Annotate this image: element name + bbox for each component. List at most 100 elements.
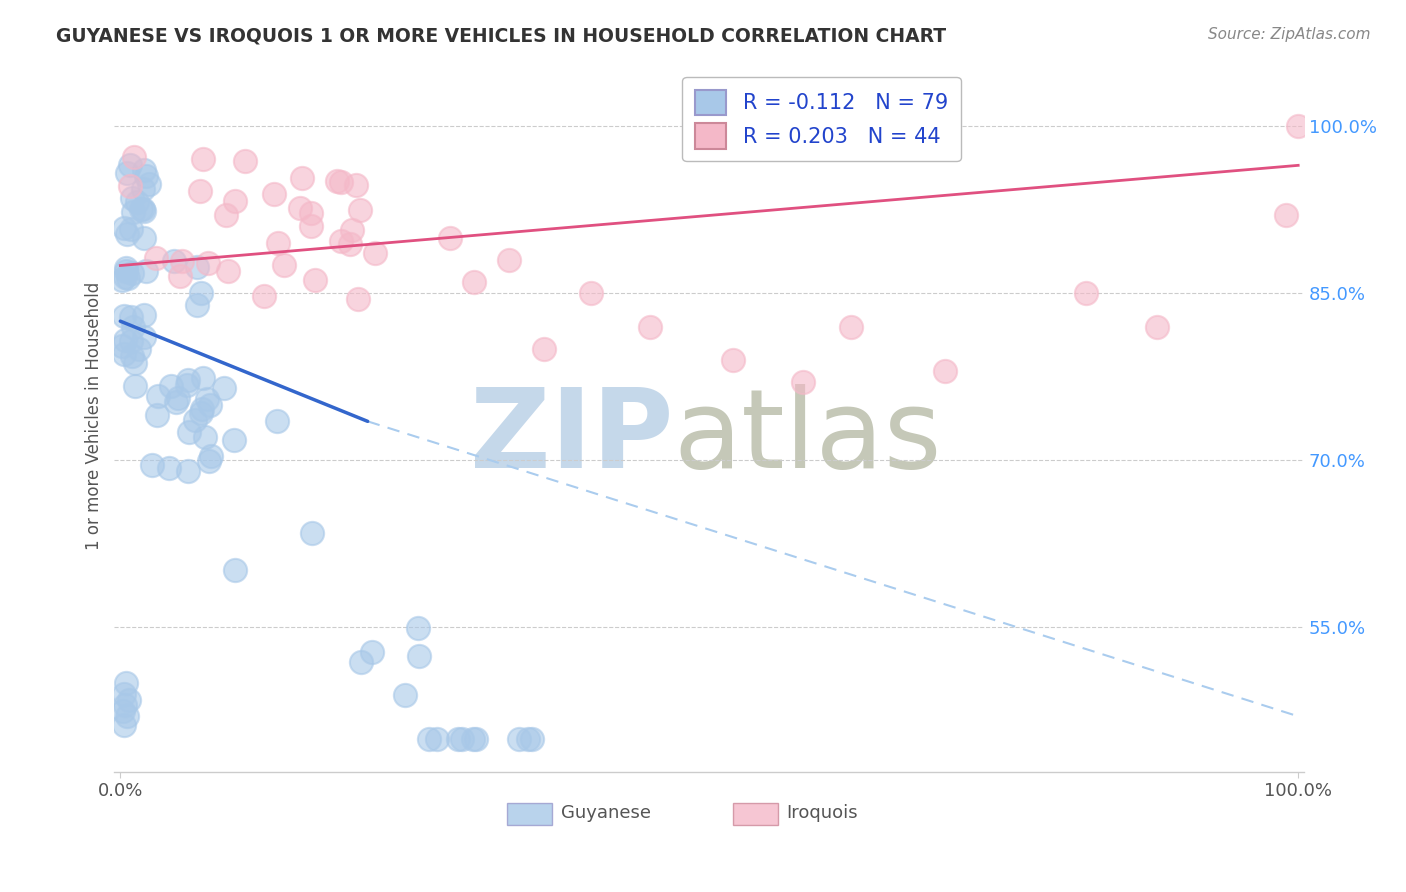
Point [233, 153, 256, 168]
Point [224, 194, 246, 208]
Point [128, 342, 150, 356]
Point [117, 709, 139, 723]
Point [115, 227, 138, 241]
Point [463, 275, 485, 289]
Point [839, 319, 862, 334]
Text: Iroquois: Iroquois [786, 805, 858, 822]
Point [301, 526, 323, 541]
Point [266, 414, 288, 428]
Point [176, 378, 198, 392]
Point [290, 201, 312, 215]
Point [112, 687, 135, 701]
Point [267, 235, 290, 250]
Point [111, 273, 134, 287]
Point [132, 202, 155, 216]
Point [581, 286, 603, 301]
Point [132, 308, 155, 322]
Point [121, 266, 143, 280]
Point [125, 194, 148, 209]
Point [177, 425, 200, 439]
Point [1146, 319, 1168, 334]
Point [159, 378, 181, 392]
Point [1286, 120, 1309, 134]
Point [138, 177, 160, 191]
Point [640, 319, 662, 334]
Point [195, 392, 218, 407]
Y-axis label: 1 or more Vehicles in Household: 1 or more Vehicles in Household [86, 282, 103, 549]
Point [114, 333, 136, 347]
Point [394, 689, 416, 703]
Point [121, 334, 143, 349]
Point [134, 231, 156, 245]
Point [463, 731, 485, 746]
Point [339, 236, 361, 251]
Point [110, 339, 132, 353]
Point [198, 398, 221, 412]
Point [330, 235, 353, 249]
Point [118, 179, 141, 194]
Point [222, 433, 245, 447]
Point [439, 230, 461, 244]
Point [217, 264, 239, 278]
Point [183, 412, 205, 426]
Point [194, 430, 217, 444]
Point [408, 648, 430, 663]
Point [190, 406, 212, 420]
Point [145, 251, 167, 265]
Point [120, 222, 142, 236]
Point [330, 175, 353, 189]
Text: ZIP: ZIP [470, 384, 673, 491]
Point [349, 203, 371, 218]
Point [406, 621, 429, 635]
Point [304, 273, 326, 287]
Point [200, 449, 222, 463]
Point [198, 454, 221, 468]
Text: atlas: atlas [673, 384, 942, 491]
Point [350, 655, 373, 669]
Point [157, 461, 180, 475]
Point [934, 364, 956, 378]
Point [117, 692, 139, 706]
Point [148, 389, 170, 403]
Point [114, 698, 136, 713]
Point [131, 202, 153, 216]
Point [146, 409, 169, 423]
Point [117, 270, 139, 285]
Point [112, 310, 135, 324]
Point [115, 676, 138, 690]
Point [177, 373, 200, 387]
Point [1275, 209, 1298, 223]
Point [253, 289, 276, 303]
Point [121, 191, 143, 205]
Point [112, 221, 135, 235]
Point [132, 330, 155, 344]
Point [197, 256, 219, 270]
Point [215, 208, 238, 222]
Point [120, 310, 142, 324]
Text: Source: ZipAtlas.com: Source: ZipAtlas.com [1208, 27, 1371, 42]
Point [112, 718, 135, 732]
Point [169, 269, 191, 284]
Point [340, 223, 363, 237]
Point [124, 379, 146, 393]
Point [132, 182, 155, 196]
Point [135, 169, 157, 184]
Point [115, 264, 138, 278]
Point [450, 731, 472, 746]
Point [465, 731, 488, 746]
Point [111, 704, 134, 718]
Point [291, 170, 314, 185]
Point [124, 150, 146, 164]
Point [117, 166, 139, 180]
Point [522, 731, 544, 746]
Point [121, 205, 143, 219]
Point [273, 259, 295, 273]
Point [141, 458, 163, 473]
Point [177, 465, 200, 479]
Point [186, 260, 208, 274]
Point [193, 152, 215, 166]
Point [165, 395, 187, 409]
Point [121, 349, 143, 363]
Text: Guyanese: Guyanese [561, 805, 651, 822]
Point [344, 178, 367, 192]
